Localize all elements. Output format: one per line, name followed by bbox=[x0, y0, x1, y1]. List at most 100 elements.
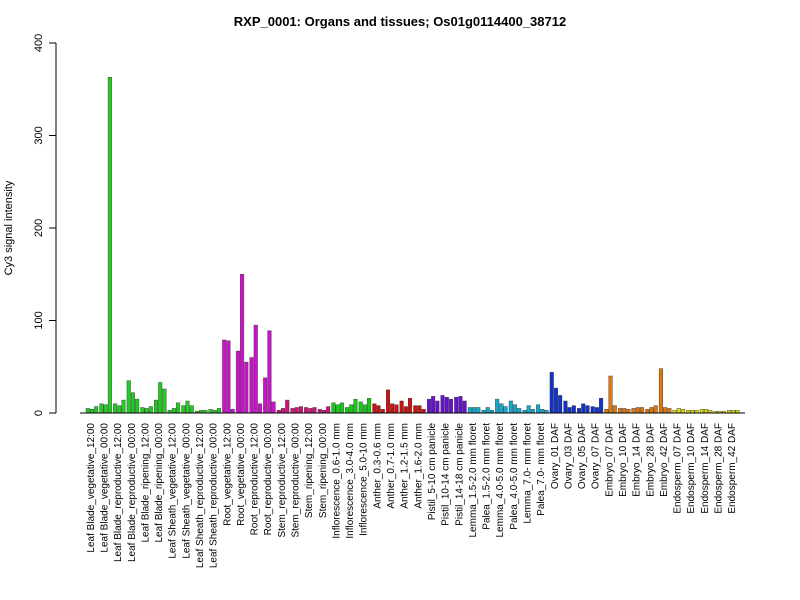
bar bbox=[390, 403, 395, 414]
bar bbox=[549, 372, 554, 414]
bar bbox=[339, 402, 344, 414]
bar bbox=[317, 409, 322, 414]
x-tick-label: Embryo_42 DAF bbox=[659, 423, 670, 497]
bar bbox=[140, 407, 145, 414]
x-tick-label: Root_reproductive_00:00 bbox=[263, 423, 274, 536]
bar bbox=[249, 357, 254, 414]
bar bbox=[526, 405, 531, 414]
bar bbox=[476, 407, 481, 414]
bar bbox=[135, 398, 140, 414]
x-tick-label: Leaf Blade_reproductive_00:00 bbox=[127, 423, 138, 562]
x-tick-label: Anther_1.6-2.0 mm bbox=[413, 423, 424, 509]
bar bbox=[217, 408, 222, 414]
bar bbox=[431, 396, 436, 414]
bar bbox=[704, 409, 709, 414]
x-tick-label: Ovary_05 DAF bbox=[577, 423, 588, 489]
bar bbox=[667, 408, 672, 414]
x-tick-label: Leaf Sheath_vegetative_12:00 bbox=[168, 423, 179, 559]
bar bbox=[676, 408, 681, 414]
x-tick-label: Inflorescence_5.0-10 mm bbox=[359, 423, 370, 536]
bar bbox=[626, 409, 631, 414]
bar bbox=[285, 399, 290, 414]
x-tick-label: Leaf Blade_ripening_00:00 bbox=[154, 423, 165, 543]
bar bbox=[99, 403, 104, 414]
bar bbox=[312, 407, 317, 414]
y-tick-label: 200 bbox=[33, 219, 45, 237]
bar bbox=[257, 403, 262, 414]
bar bbox=[472, 407, 477, 414]
bar bbox=[421, 409, 426, 414]
bar bbox=[94, 406, 99, 414]
x-tick-label: Pistil_5-10 cm panicle bbox=[427, 423, 438, 521]
x-tick-label: Stem_ripening_00:00 bbox=[318, 423, 329, 519]
bar bbox=[345, 407, 350, 414]
bar bbox=[253, 324, 258, 414]
bar bbox=[162, 388, 167, 414]
x-tick-label: Leaf Blade_ripening_12:00 bbox=[140, 423, 151, 543]
bar bbox=[558, 395, 563, 414]
bar bbox=[649, 407, 654, 414]
bar bbox=[426, 398, 431, 414]
bar bbox=[267, 330, 272, 414]
x-tick-label: Leaf Blade_vegetative_00:00 bbox=[99, 423, 110, 553]
bar bbox=[599, 398, 604, 414]
bar bbox=[126, 380, 131, 414]
bar bbox=[331, 402, 336, 414]
bar bbox=[154, 399, 159, 414]
x-tick-label: Palea_7.0- mm floret bbox=[536, 423, 547, 516]
x-tick-label: Leaf Sheath_reproductive_12:00 bbox=[195, 423, 206, 569]
x-tick-label: Ovary_01 DAF bbox=[550, 423, 561, 489]
y-tick-label: 0 bbox=[33, 410, 45, 416]
bar bbox=[608, 375, 613, 414]
bar bbox=[485, 407, 490, 414]
bar bbox=[271, 401, 276, 414]
bar bbox=[530, 409, 535, 414]
bar bbox=[113, 403, 118, 414]
x-tick-label: Leaf Blade_reproductive_12:00 bbox=[113, 423, 124, 562]
bar bbox=[413, 405, 418, 414]
x-tick-label: Endosperm_14 DAF bbox=[700, 423, 711, 514]
bar bbox=[444, 397, 449, 414]
bars-group bbox=[85, 77, 740, 414]
x-tick-label: Leaf Sheath_vegetative_00:00 bbox=[181, 423, 192, 559]
bar bbox=[503, 406, 508, 414]
bar bbox=[304, 407, 309, 414]
bar bbox=[298, 406, 303, 414]
bar bbox=[176, 402, 181, 414]
bar bbox=[663, 407, 668, 414]
bar bbox=[121, 399, 126, 414]
x-tick-label: Ovary_07 DAF bbox=[591, 423, 602, 489]
bar bbox=[358, 401, 363, 414]
bar bbox=[604, 409, 609, 414]
x-tick-label: Leaf Blade_vegetative_12:00 bbox=[86, 423, 97, 553]
x-tick-label: Root_vegetative_12:00 bbox=[222, 423, 233, 526]
bar bbox=[353, 398, 358, 414]
bar bbox=[144, 408, 149, 414]
bar bbox=[372, 403, 377, 414]
bar bbox=[567, 407, 572, 414]
bar bbox=[594, 407, 599, 414]
bar bbox=[148, 406, 153, 414]
bar bbox=[577, 408, 582, 414]
y-tick-label: 400 bbox=[33, 34, 45, 52]
bar bbox=[540, 409, 545, 414]
bar bbox=[635, 407, 640, 414]
y-tick-label: 300 bbox=[33, 126, 45, 144]
bar bbox=[658, 368, 663, 414]
bar bbox=[454, 397, 459, 414]
bar bbox=[367, 398, 372, 414]
x-tick-label: Lemma_7.0- mm floret bbox=[522, 423, 533, 524]
y-tick-label: 100 bbox=[33, 311, 45, 329]
bar bbox=[640, 407, 645, 414]
x-tick-label: Stem_reproductive_12:00 bbox=[277, 423, 288, 538]
x-tick-label: Endosperm_28 DAF bbox=[714, 423, 725, 514]
bar bbox=[181, 405, 186, 414]
x-tick-label: Root_reproductive_12:00 bbox=[250, 423, 261, 536]
bar bbox=[435, 400, 440, 414]
bar bbox=[380, 409, 385, 414]
bar bbox=[171, 408, 176, 414]
bar bbox=[89, 409, 94, 414]
x-tick-label: Anther_0.7-1.0 mm bbox=[386, 423, 397, 509]
bar bbox=[467, 407, 472, 414]
bar bbox=[590, 406, 595, 414]
